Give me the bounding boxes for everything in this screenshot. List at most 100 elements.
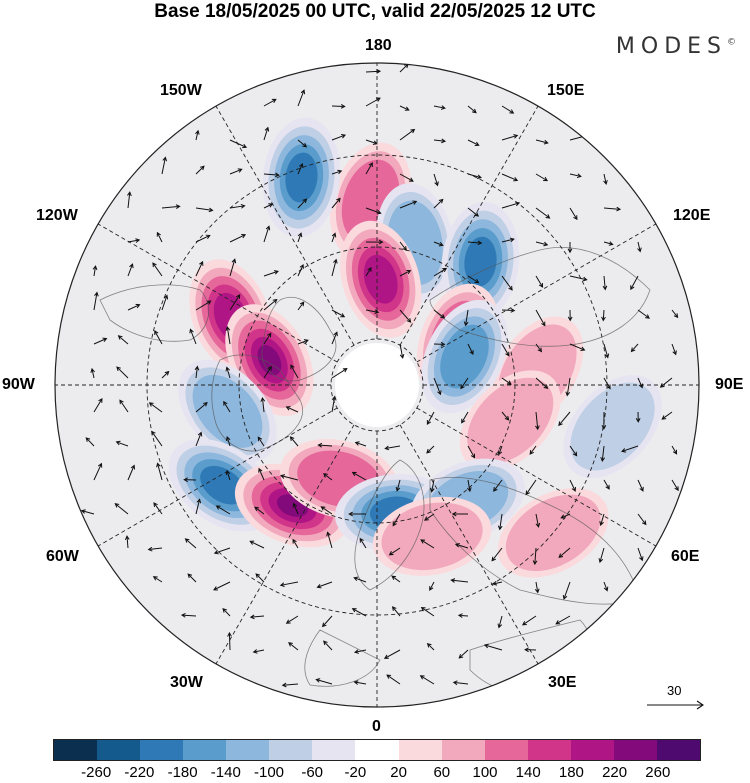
wind-arrow-icon	[281, 682, 299, 688]
wind-arrow-icon	[501, 105, 515, 114]
wind-arrow-icon	[292, 502, 299, 515]
wind-arrow-icon	[263, 203, 274, 209]
brand-text: MODES	[615, 34, 727, 59]
wind-arrow-icon	[263, 332, 272, 345]
colorbar-tick-label: 260	[645, 764, 671, 781]
wind-arrow-icon	[365, 69, 382, 74]
colorbar-tick-label: 140	[515, 764, 541, 781]
wind-arrow-icon	[195, 300, 212, 311]
wind-arrow-icon	[601, 411, 607, 430]
colorbar-swatch	[226, 740, 270, 760]
wind-arrow-icon	[187, 573, 197, 583]
wind-arrow-icon	[467, 105, 477, 114]
wind-arrow-icon	[567, 309, 573, 322]
wind-arrow-icon	[467, 173, 482, 180]
anomaly-contour	[257, 345, 282, 376]
colorbar-swatch	[441, 740, 485, 760]
lon-label-180: 180	[365, 37, 392, 54]
wind-arrow-icon	[661, 411, 673, 420]
colorbar-tick-label: 100	[472, 764, 498, 781]
lon-label-0: 0	[372, 718, 381, 735]
wind-arrow-icon	[630, 343, 639, 353]
wind-arrow-icon	[348, 511, 367, 517]
wind-arrow-icon	[603, 479, 610, 490]
brand-logo: MODES©	[615, 34, 736, 59]
wind-arrow-icon	[399, 128, 416, 141]
wind-arrow-icon	[433, 241, 444, 247]
wind-arrow-icon	[621, 445, 639, 453]
wind-arrow-icon	[671, 479, 679, 492]
wind-arrow-icon	[420, 606, 435, 617]
wind-arrow-icon	[467, 240, 483, 246]
wind-arrow-icon	[93, 462, 103, 481]
wind-arrow-icon	[555, 615, 571, 625]
wind-arrow-icon	[467, 479, 472, 493]
wind-arrow-icon	[92, 265, 98, 277]
wind-arrow-icon	[529, 445, 537, 455]
polar-map	[54, 62, 700, 708]
wind-arrow-icon	[603, 173, 608, 185]
wind-arrow-icon	[429, 479, 435, 493]
colorbar-swatch	[527, 740, 571, 760]
wind-arrow-icon	[147, 546, 163, 552]
map-disc	[55, 63, 699, 707]
wind-arrow-icon	[603, 343, 610, 359]
wind-arrow-icon	[501, 275, 513, 291]
wind-arrow-icon	[569, 479, 576, 492]
wind-arrow-icon	[558, 547, 571, 558]
lon-label-120e: 120E	[673, 207, 711, 224]
wind-arrow-icon	[127, 464, 136, 481]
wind-arrow-icon	[365, 266, 372, 277]
wind-arrow-icon	[599, 513, 605, 527]
wind-arrow-icon	[467, 445, 476, 459]
wind-arrow-icon	[535, 513, 541, 528]
wind-arrow-icon	[195, 129, 200, 141]
colorbar-swatch	[269, 740, 313, 760]
colorbar-tick-label: -220	[124, 764, 155, 781]
wind-vectors	[80, 63, 679, 688]
wind-arrow-icon	[323, 640, 333, 651]
wind-arrow-icon	[114, 503, 129, 515]
wind-arrow-icon	[535, 411, 540, 431]
wind-arrow-icon	[497, 445, 503, 456]
wind-arrow-icon	[558, 411, 571, 427]
wind-arrow-icon	[258, 467, 265, 481]
wind-arrow-icon	[260, 396, 266, 413]
meridian-line	[215, 424, 355, 665]
wind-arrow-icon	[263, 365, 272, 379]
wind-arrow-icon	[562, 581, 571, 600]
wind-arrow-icon	[285, 406, 299, 413]
wind-arrow-icon	[127, 303, 141, 311]
wind-arrow-icon	[383, 649, 401, 659]
wind-arrow-icon	[637, 513, 647, 526]
colorbar-tick-label: -180	[167, 764, 198, 781]
wind-arrow-icon	[501, 377, 512, 385]
wind-arrow-icon	[195, 207, 214, 213]
wind-arrow-icon	[85, 437, 95, 447]
wind-arrow-icon	[225, 326, 231, 345]
wind-arrow-icon	[115, 440, 129, 447]
colorbar-tick-label: -260	[81, 764, 112, 781]
wind-arrow-icon	[659, 377, 673, 388]
wind-arrow-icon	[433, 105, 446, 110]
wind-arrow-icon	[331, 232, 337, 243]
wind-arrow-icon	[391, 575, 401, 583]
wind-arrow-icon	[195, 165, 205, 175]
wind-arrow-icon	[467, 207, 480, 217]
wind-arrow-icon	[93, 291, 99, 311]
wind-arrow-icon	[420, 539, 435, 549]
wind-arrow-icon	[419, 675, 435, 685]
wind-arrow-icon	[493, 479, 503, 492]
wind-arrow-icon	[630, 275, 639, 291]
wind-arrow-icon	[451, 511, 469, 517]
wind-arrow-icon	[331, 169, 343, 175]
wind-arrow-icon	[154, 330, 163, 345]
wind-arrow-icon	[429, 581, 435, 591]
wind-arrow-icon	[569, 275, 588, 282]
wind-arrow-icon	[320, 506, 333, 515]
wind-arrow-icon	[263, 270, 279, 277]
meridian-line	[215, 105, 355, 346]
wind-arrow-icon	[399, 105, 410, 111]
colorbar-swatch	[312, 740, 356, 760]
colorbar-tick-label: 180	[558, 764, 584, 781]
